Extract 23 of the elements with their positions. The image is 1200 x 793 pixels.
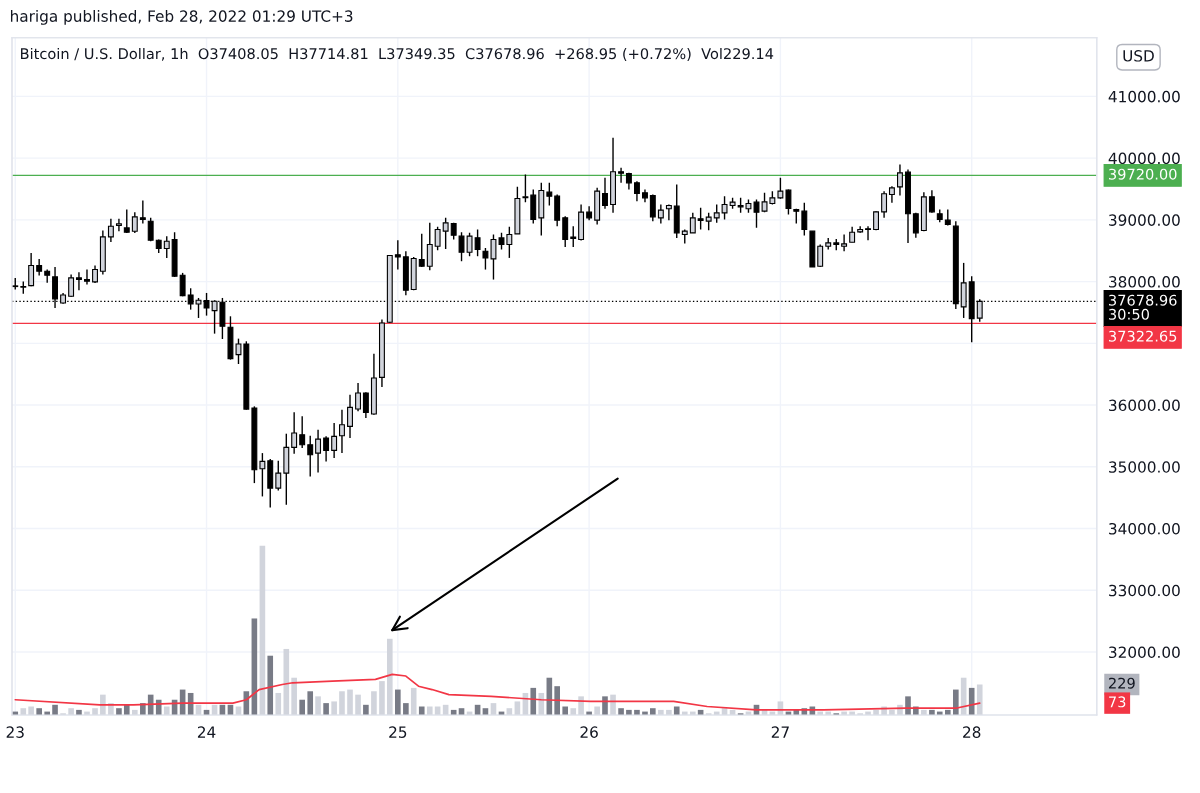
y-tick-label: 33000.00 (1109, 584, 1180, 597)
x-tick-label: 26 (580, 726, 598, 738)
x-tick-label: 28 (963, 726, 981, 738)
ref-line-label: 37322.65 (1109, 330, 1177, 342)
y-tick-label: 38000.00 (1109, 276, 1180, 288)
x-tick-label: 27 (771, 726, 789, 738)
text: hariga published, Feb 28, 2022 01:29 UTC+3 (10, 10, 353, 25)
text: Bitcoin / U.S. Dollar, 1h O37408.05 H37714.81 L37349.35 C37678.96 +268.95 (+0.72%) Vol229.14 (21, 47, 774, 61)
text: 73 (1109, 696, 1126, 708)
y-tick-label: 40000.00 (1108, 152, 1180, 165)
y-tick-label: 35000.00 (1109, 461, 1180, 473)
y-tick-label: 41000.00 (1108, 90, 1180, 103)
text: USD (1123, 50, 1154, 62)
y-tick-label: 39000.00 (1109, 214, 1180, 226)
x-tick-label: 24 (197, 726, 216, 738)
ref-line-label: 39720.00 (1109, 168, 1177, 180)
y-tick-label: 32000.00 (1109, 646, 1180, 659)
x-tick-label: 25 (389, 726, 407, 738)
x-tick-label: 23 (6, 726, 24, 738)
ref-line-label: 37678.96 30:50 (1109, 294, 1177, 320)
text: 229 (1108, 677, 1135, 689)
y-tick-label: 36000.00 (1109, 399, 1180, 412)
y-tick-label: 34000.00 (1109, 523, 1180, 535)
